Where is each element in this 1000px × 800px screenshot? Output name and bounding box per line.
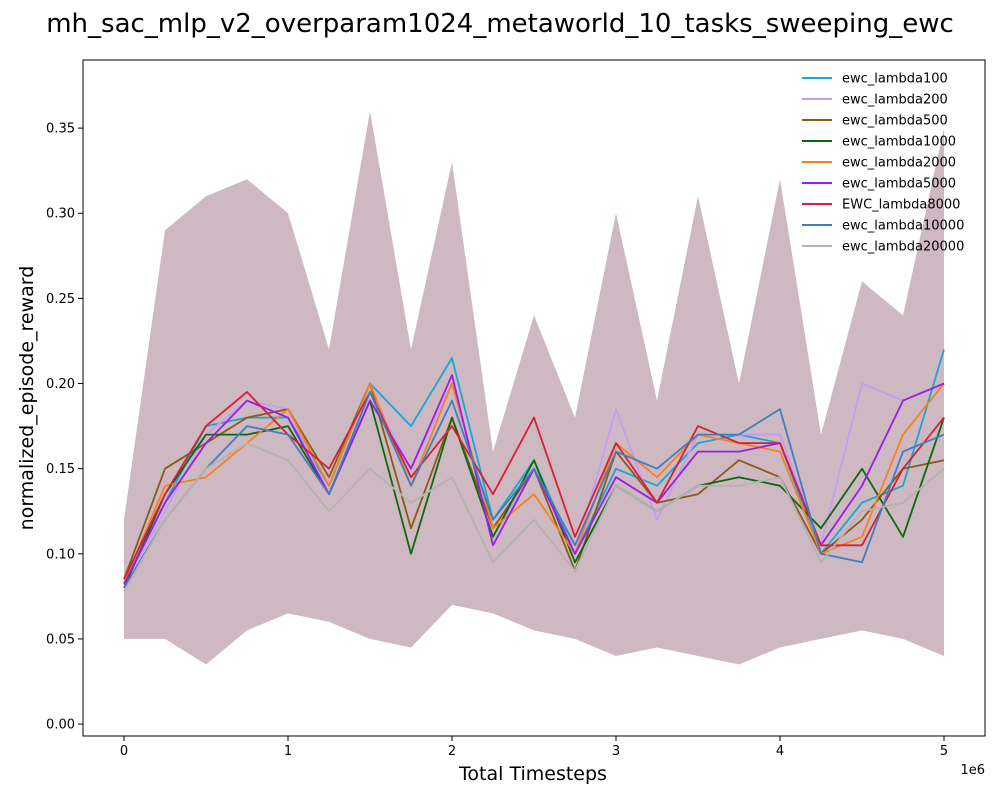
- y-tick-label: 0.00: [46, 718, 75, 733]
- y-tick-label: 0.20: [46, 377, 75, 392]
- x-tick-label: 0: [120, 744, 128, 759]
- legend-label: ewc_lambda500: [842, 114, 948, 129]
- confidence-band: [124, 111, 944, 665]
- y-tick-label: 0.15: [46, 462, 75, 477]
- x-axis-offset-text: 1e6: [960, 763, 985, 778]
- y-tick-label: 0.35: [46, 122, 75, 137]
- legend-label: ewc_lambda10000: [842, 219, 964, 234]
- y-tick-label: 0.30: [46, 207, 75, 222]
- x-tick-label: 4: [776, 744, 784, 759]
- series-line-6: [123, 391, 945, 580]
- y-tick-label: 0.05: [46, 632, 75, 647]
- legend-label: ewc_lambda200: [842, 93, 948, 108]
- series-line-8: [123, 442, 945, 592]
- series-line-7: [123, 391, 945, 589]
- y-axis-ticks: 0.00 0.05 0.10 0.15 0.20 0.25 0.30 0.35: [46, 122, 83, 733]
- confidence-bands: [124, 111, 944, 665]
- legend-label: ewc_lambda100: [842, 72, 948, 87]
- series-lines: [123, 349, 945, 592]
- x-axis-label: Total Timesteps: [458, 763, 607, 785]
- y-tick-label: 0.10: [46, 547, 75, 562]
- y-axis-label: normalized_episode_reward: [16, 266, 38, 531]
- y-tick-label: 0.25: [46, 292, 75, 307]
- legend-label: EWC_lambda8000: [842, 198, 960, 213]
- legend-label: ewc_lambda20000: [842, 240, 964, 255]
- chart-title: mh_sac_mlp_v2_overparam1024_metaworld_10…: [46, 9, 954, 39]
- x-tick-label: 2: [448, 744, 456, 759]
- legend-label: ewc_lambda2000: [842, 156, 956, 171]
- legend-label: ewc_lambda1000: [842, 135, 956, 150]
- x-tick-label: 1: [284, 744, 292, 759]
- x-tick-label: 5: [940, 744, 948, 759]
- series-line-4: [123, 382, 945, 584]
- x-axis-ticks: 0 1 2 3 4 5: [120, 736, 948, 759]
- x-tick-label: 3: [612, 744, 620, 759]
- legend: ewc_lambda100 ewc_lambda200 ewc_lambda500e…: [802, 72, 964, 255]
- legend-label: ewc_lambda5000: [842, 177, 956, 192]
- plot-area: [82, 59, 986, 737]
